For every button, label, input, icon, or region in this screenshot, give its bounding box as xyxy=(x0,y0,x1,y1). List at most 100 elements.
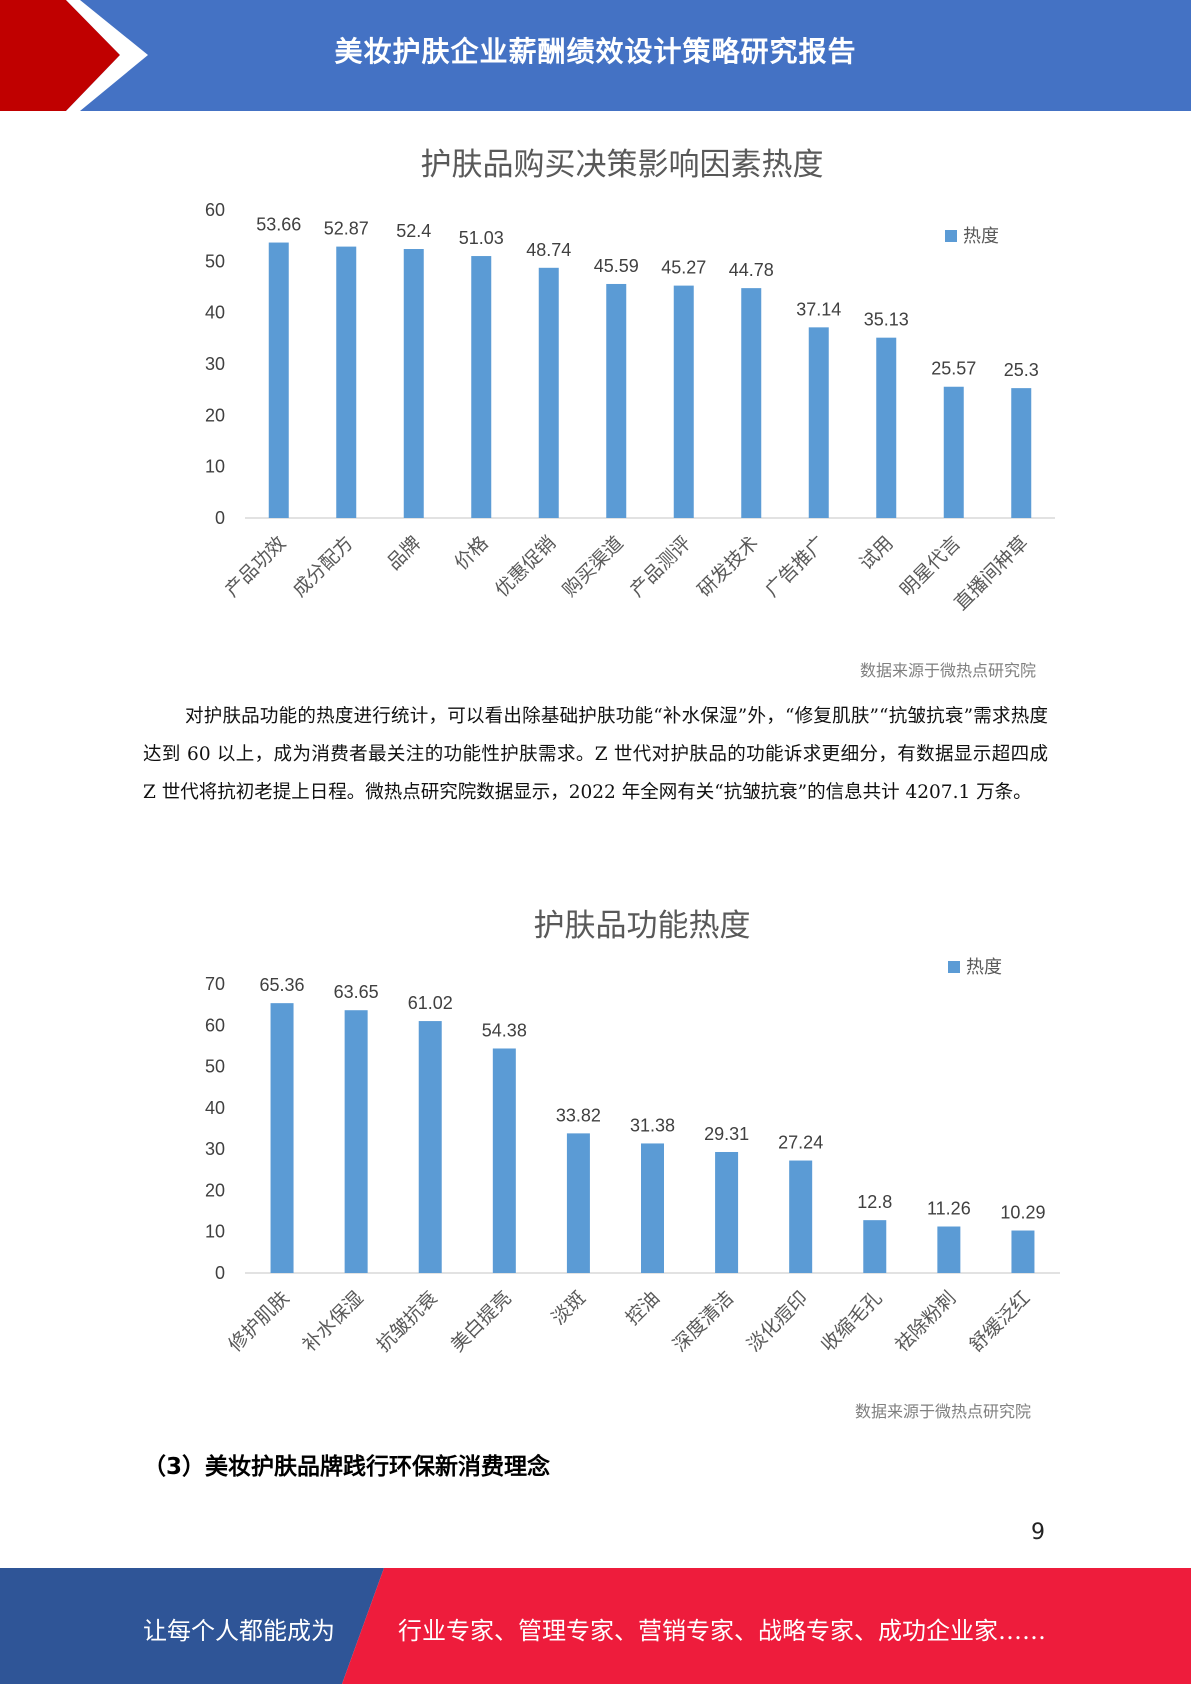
bar-value-label: 53.66 xyxy=(256,215,301,235)
bar xyxy=(336,246,357,518)
bar xyxy=(808,327,829,518)
header-title: 美妆护肤企业薪酬绩效设计策略研究报告 xyxy=(334,35,857,68)
y-tick-label: 30 xyxy=(205,354,225,374)
legend-swatch xyxy=(945,230,957,242)
bar xyxy=(538,267,559,518)
bar xyxy=(876,337,897,518)
page-number: 9 xyxy=(1031,1520,1045,1545)
bar xyxy=(492,1048,516,1273)
bar-value-label: 48.74 xyxy=(526,240,571,260)
category-label: 购买渠道 xyxy=(558,532,627,601)
category-label: 收缩毛孔 xyxy=(817,1287,886,1356)
y-tick-label: 20 xyxy=(205,1180,225,1200)
bar xyxy=(344,1010,368,1273)
bar xyxy=(268,242,289,518)
bar-value-label: 37.14 xyxy=(796,299,841,319)
bar-value-label: 11.26 xyxy=(927,1199,971,1219)
chart1-source-note: 数据来源于微热点研究院 xyxy=(860,661,1037,680)
category-label: 直播间种草 xyxy=(950,532,1033,615)
category-label: 产品测评 xyxy=(626,532,695,601)
bar xyxy=(789,1160,813,1273)
bar-value-label: 10.29 xyxy=(1000,1203,1045,1223)
category-label: 控油 xyxy=(622,1287,664,1329)
bar-value-label: 45.27 xyxy=(661,258,706,278)
bar-value-label: 33.82 xyxy=(556,1105,601,1125)
category-label: 淡斑 xyxy=(548,1287,590,1329)
skincare-functions-chart: 护肤品功能热度 0 10 20 30 40 50 60 70 65.36 修护肌肤 63.65 补水保湿… xyxy=(190,903,1080,1407)
category-label: 补水保湿 xyxy=(298,1287,367,1356)
bar-value-label: 25.57 xyxy=(931,359,976,379)
category-label: 研发技术 xyxy=(693,532,762,601)
bar xyxy=(673,285,694,518)
purchase-factors-chart: 护肤品购买决策影响因素热度 0 10 20 30 40 50 60 53.66 产品功效 52.87… xyxy=(190,135,1080,674)
bar xyxy=(418,1021,442,1273)
bar-value-label: 25.3 xyxy=(1004,360,1039,380)
category-label: 舒缓泛红 xyxy=(965,1287,1034,1356)
category-label: 成分配方 xyxy=(288,532,357,601)
bar xyxy=(943,386,964,518)
legend-swatch xyxy=(948,961,960,973)
skincare-functions-chart-svg: 护肤品功能热度 0 10 20 30 40 50 60 70 65.36 修护肌肤 63.65 补水保湿… xyxy=(205,908,1060,1356)
bar-value-label: 44.78 xyxy=(729,260,774,280)
bar xyxy=(1011,1230,1035,1273)
bar-value-label: 61.02 xyxy=(408,993,453,1013)
bar-value-label: 35.13 xyxy=(864,310,909,330)
category-label: 品牌 xyxy=(383,532,425,574)
bar-value-label: 65.36 xyxy=(260,975,305,995)
header-arrow-decoration xyxy=(0,0,148,111)
category-label: 优惠促销 xyxy=(491,532,560,601)
footer-slogan-left: 让每个人都能成为 xyxy=(143,1617,335,1645)
category-label: 祛除粉刺 xyxy=(891,1287,960,1356)
category-label: 试用 xyxy=(855,532,897,574)
y-tick-label: 30 xyxy=(205,1139,225,1159)
category-label: 修护肌肤 xyxy=(224,1287,293,1356)
category-label: 美白提亮 xyxy=(447,1287,516,1356)
bar xyxy=(403,249,424,518)
footer-background xyxy=(0,1568,1191,1684)
category-label: 价格 xyxy=(450,532,492,574)
category-label: 广告推广 xyxy=(761,532,830,601)
y-tick-label: 0 xyxy=(215,1263,225,1283)
bar xyxy=(641,1143,664,1273)
bar-value-label: 12.8 xyxy=(857,1192,892,1212)
y-tick-label: 40 xyxy=(205,303,225,323)
bar xyxy=(270,1003,294,1273)
footer-slogan-right: 行业专家、管理专家、营销专家、战略专家、成功企业家…… xyxy=(398,1617,1046,1645)
chart2-source-note: 数据来源于微热点研究院 xyxy=(855,1402,1032,1421)
page-footer: 让每个人都能成为 行业专家、管理专家、营销专家、战略专家、成功企业家…… xyxy=(0,1568,1191,1684)
y-tick-label: 10 xyxy=(205,1222,225,1242)
bar-value-label: 27.24 xyxy=(778,1133,823,1153)
legend-label: 热度 xyxy=(963,226,999,246)
body-paragraph: 对护肤品功能的热度进行统计，可以看出除基础护肤功能“补水保湿”外，“修复肌肤”“… xyxy=(143,698,1048,812)
y-tick-label: 50 xyxy=(205,1057,225,1077)
bar-value-label: 54.38 xyxy=(482,1020,527,1040)
chart-title: 护肤品购买决策影响因素热度 xyxy=(421,147,824,182)
bar-value-label: 63.65 xyxy=(334,982,379,1002)
category-label: 深度清洁 xyxy=(669,1287,738,1356)
y-tick-label: 60 xyxy=(205,1015,225,1035)
bar xyxy=(863,1220,887,1273)
bar xyxy=(937,1226,961,1273)
category-label: 抗皱抗衰 xyxy=(372,1287,441,1356)
chart-title: 护肤品功能热度 xyxy=(534,908,751,943)
y-tick-label: 40 xyxy=(205,1098,225,1118)
category-label: 明星代言 xyxy=(896,532,965,601)
y-tick-label: 20 xyxy=(205,405,225,425)
y-tick-label: 70 xyxy=(205,974,225,994)
bar xyxy=(741,288,762,518)
section-heading: （3）美妆护肤品牌践行环保新消费理念 xyxy=(143,1454,551,1480)
bar-value-label: 52.87 xyxy=(324,219,369,239)
bar-value-label: 52.4 xyxy=(396,221,431,241)
bar-value-label: 31.38 xyxy=(630,1115,675,1135)
page-header: 美妆护肤企业薪酬绩效设计策略研究报告 xyxy=(0,0,1191,111)
bar xyxy=(566,1133,590,1273)
bar xyxy=(715,1151,739,1273)
purchase-factors-chart-svg: 护肤品购买决策影响因素热度 0 10 20 30 40 50 60 53.66 产品功效 52.87… xyxy=(205,147,1055,615)
paragraph-text: 对护肤品功能的热度进行统计，可以看出除基础护肤功能“补水保湿”外，“修复肌肤”“… xyxy=(143,706,1048,803)
y-tick-label: 10 xyxy=(205,457,225,477)
category-label: 产品功效 xyxy=(221,532,290,601)
bar-value-label: 45.59 xyxy=(594,256,639,276)
bar-value-label: 29.31 xyxy=(704,1124,749,1144)
category-label: 淡化痘印 xyxy=(743,1287,812,1356)
y-tick-label: 0 xyxy=(215,508,225,528)
